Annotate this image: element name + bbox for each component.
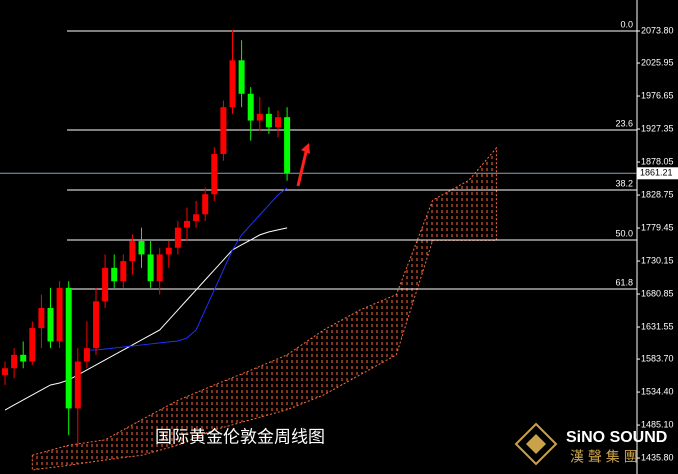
candle-body (2, 368, 8, 375)
candle-body (184, 220, 190, 228)
ma-line (86, 187, 288, 351)
fib-label: 38.2 (615, 178, 633, 188)
fib-label: 50.0 (615, 228, 633, 238)
candle-body (138, 241, 145, 255)
y-tick-label: 2073.80 (641, 25, 674, 35)
y-tick-label: 1583.70 (641, 353, 674, 363)
candle-body (247, 93, 254, 121)
candle-body (238, 60, 245, 94)
candle-body (174, 227, 181, 248)
candle-body (229, 60, 236, 108)
cloud (31, 146, 497, 471)
arrow-head (301, 143, 310, 154)
y-tick-label: 1631.55 (641, 321, 674, 331)
candle-body (20, 354, 27, 362)
candle-body (275, 117, 281, 128)
candle-body (165, 247, 172, 255)
candle-body (156, 254, 163, 282)
arrow (296, 151, 308, 187)
brand: SiNO SOUND (566, 429, 667, 446)
y-tick-label: 1927.35 (641, 123, 674, 133)
candle-body (265, 113, 272, 128)
candle-body (211, 154, 218, 195)
candle-body (256, 113, 263, 121)
candle-body (38, 307, 45, 329)
fib-label: 61.8 (615, 277, 633, 287)
candle-body (29, 328, 36, 362)
y-tick-label: 1730.15 (641, 255, 674, 265)
candle-body (47, 307, 54, 342)
last-price-label: 1861.21 (640, 168, 673, 178)
caption: 国际黄金伦敦金周线图 (155, 427, 325, 446)
fib-label: 0.0 (620, 19, 633, 29)
candle-body (102, 267, 109, 302)
fib-label: 23.6 (615, 118, 633, 128)
candle-body (193, 214, 200, 221)
candle-body (120, 261, 127, 282)
candle-body (56, 287, 63, 342)
y-tick-label: 1435.80 (641, 452, 674, 462)
y-tick-label: 1680.85 (641, 288, 674, 298)
candle-body (65, 287, 72, 409)
candle-body (111, 267, 118, 282)
candle-body (83, 348, 90, 362)
candle-body (11, 354, 18, 369)
y-tick-label: 2025.95 (641, 57, 674, 67)
candle-body (129, 241, 136, 262)
candle-body (147, 254, 154, 282)
brand-sub: 漢 聲 集 團 (570, 449, 638, 465)
candle-body (202, 194, 209, 215)
y-tick-label: 1828.75 (641, 189, 674, 199)
logo-mark (514, 422, 558, 466)
y-tick-label: 1485.10 (641, 419, 674, 429)
y-tick-label: 1878.05 (641, 156, 674, 166)
candle-body (284, 117, 291, 174)
y-tick-label: 1534.40 (641, 386, 674, 396)
last-price-box (637, 167, 678, 180)
candle-body (220, 107, 227, 155)
y-tick-label: 1976.65 (641, 90, 674, 100)
candle-body (74, 361, 81, 409)
logo-mark (526, 434, 546, 454)
ma-line (4, 227, 288, 411)
logo: SiNO SOUND 漢 聲 集 團 (514, 422, 667, 466)
candle-body (93, 301, 99, 349)
y-tick-label: 1779.45 (641, 222, 674, 232)
